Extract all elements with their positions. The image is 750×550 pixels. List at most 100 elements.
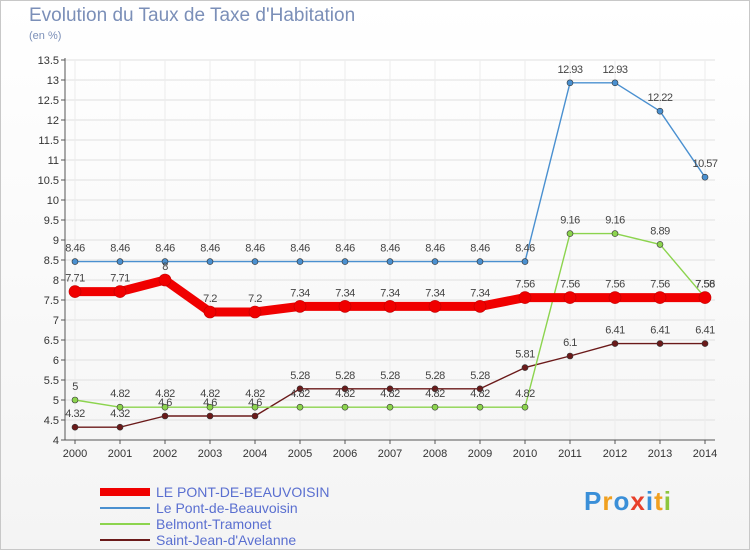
x-tick-label: 2002: [153, 448, 177, 460]
data-label: 7.34: [380, 287, 400, 299]
data-point: [158, 273, 172, 287]
data-label: 8.46: [425, 243, 445, 255]
data-label: 6.41: [605, 325, 625, 337]
data-point: [68, 285, 82, 298]
y-tick-label: 11: [48, 155, 59, 167]
data-label: 5: [72, 381, 78, 393]
y-tick-label: 7: [53, 315, 59, 327]
legend-label: LE PONT-DE-BEAUVOISIN: [156, 484, 330, 500]
data-label: 7.71: [110, 273, 130, 285]
x-tick-label: 2003: [198, 448, 222, 460]
data-point: [161, 412, 169, 420]
y-tick-label: 9: [53, 235, 59, 247]
legend-swatch: [100, 507, 150, 509]
data-point: [161, 403, 169, 411]
data-label: 12.22: [647, 92, 672, 104]
data-label: 5.28: [290, 370, 310, 382]
data-label: 8: [162, 261, 168, 273]
data-point: [476, 385, 484, 393]
data-point: [611, 79, 619, 87]
data-label: 10.57: [692, 158, 717, 170]
data-point: [521, 258, 529, 265]
data-point: [473, 300, 487, 313]
data-label: 7.34: [470, 287, 490, 299]
data-point: [476, 258, 484, 265]
data-point: [566, 230, 574, 237]
data-label: 8.46: [155, 243, 175, 255]
data-point: [386, 258, 394, 265]
y-tick-label: 6.5: [44, 335, 59, 347]
data-label: 5.28: [425, 370, 445, 382]
data-label: 4.82: [245, 388, 265, 400]
data-point: [386, 385, 394, 393]
data-point: [566, 79, 574, 87]
y-tick-label: 5.5: [44, 375, 59, 387]
x-tick-label: 2004: [243, 448, 267, 460]
legend-swatch: [100, 523, 150, 525]
data-point: [521, 403, 529, 411]
data-point: [656, 241, 664, 248]
data-label: 8.46: [380, 243, 400, 255]
data-label: 5.28: [335, 370, 355, 382]
data-label: 8.46: [110, 243, 130, 255]
data-point: [251, 403, 259, 411]
data-label: 7.2: [203, 293, 217, 305]
y-tick-label: 10.5: [38, 175, 59, 187]
data-label: 8.46: [515, 243, 535, 255]
data-point: [563, 291, 577, 304]
data-label: 8.89: [650, 225, 670, 237]
data-label: 7.56: [650, 279, 670, 291]
series-le-pont-de-beauvoisin: 8.46 8.46 8.46 8.46 8.46 8.46 8.46 8.46 8.46 8.46…: [65, 64, 718, 265]
data-label: 8.46: [290, 243, 310, 255]
y-tick-label: 8: [53, 275, 59, 287]
data-label: 7.56: [515, 279, 535, 291]
data-point: [116, 423, 124, 431]
data-label: 4.32: [65, 408, 85, 420]
data-point: [428, 300, 442, 313]
data-label: 7.58: [695, 279, 715, 291]
logo-letter: t: [654, 486, 664, 516]
data-point: [116, 403, 124, 411]
data-point: [206, 403, 214, 411]
data-point: [608, 291, 622, 304]
data-label: 4.82: [380, 388, 400, 400]
data-label: 4.82: [335, 388, 355, 400]
x-tick-label: 2009: [468, 448, 492, 460]
data-label: 9.16: [560, 215, 580, 227]
data-point: [341, 258, 349, 265]
y-tick-label: 9.5: [44, 215, 59, 227]
data-label: 6.41: [650, 325, 670, 337]
data-label: 4.6: [248, 397, 262, 409]
grid: [65, 59, 715, 441]
data-label: 4.82: [290, 388, 310, 400]
data-point: [296, 403, 304, 411]
data-point: [521, 364, 529, 371]
data-label: 5.28: [380, 370, 400, 382]
y-tick-label: 12: [47, 115, 59, 127]
data-label: 7.2: [248, 293, 262, 305]
y-tick-label: 4: [53, 435, 59, 447]
y-tick-label: 5: [53, 395, 59, 407]
series-belmont-tramonet: 5 4.82 4.82 4.82 4.82 4.82 4.82 4.82 4.82 4.82 4.8…: [71, 215, 716, 411]
x-tick-label: 2000: [63, 448, 87, 460]
x-tick-label: 2012: [603, 448, 627, 460]
data-point: [656, 107, 664, 115]
series-saint-jean-d-avelanne: 4.32 4.32 4.6 4.6 4.6 5.28 5.28 5.28 5.28 5.28 5.8…: [65, 325, 716, 431]
data-point: [431, 403, 439, 411]
data-point: [71, 396, 79, 404]
x-tick-label: 2001: [108, 448, 132, 460]
y-tick-label: 7.5: [44, 295, 59, 307]
logo-letter: P: [584, 486, 603, 516]
data-label: 4.6: [203, 397, 217, 409]
data-label: 4.82: [515, 388, 535, 400]
data-label: 7.71: [65, 273, 85, 285]
x-tick-label: 2008: [423, 448, 447, 460]
data-label: 9.16: [605, 215, 625, 227]
x-tick-label: 2010: [513, 448, 537, 460]
data-point: [656, 340, 664, 347]
data-point: [293, 300, 307, 313]
data-point: [383, 300, 397, 313]
